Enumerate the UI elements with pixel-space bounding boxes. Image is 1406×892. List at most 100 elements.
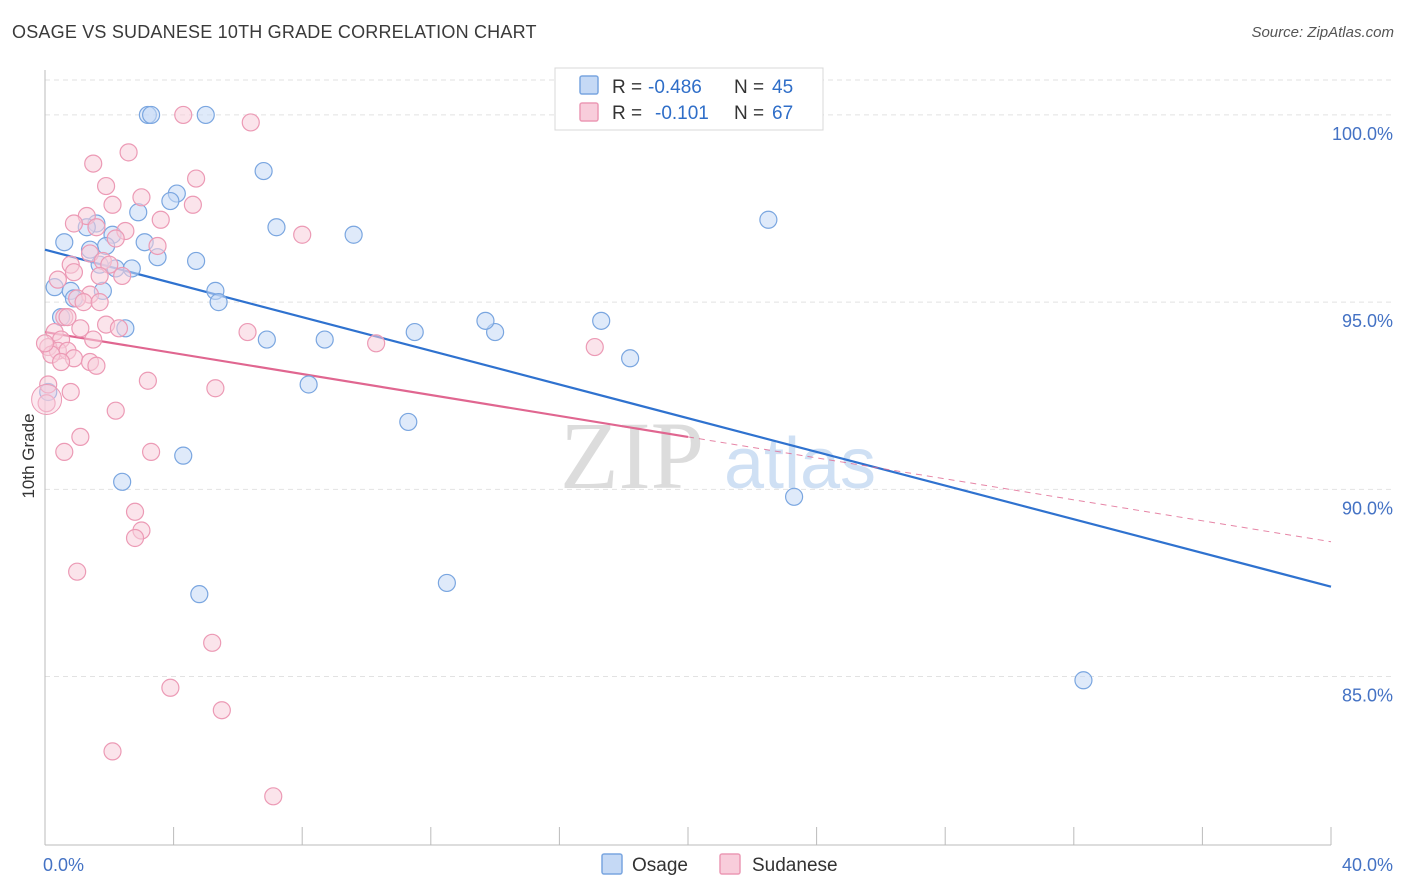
osage-point (257, 330, 276, 349)
x-tick-label: 0.0% (43, 855, 84, 875)
osage-point (399, 412, 418, 432)
sudanese-point (84, 154, 103, 173)
osage-point (161, 191, 180, 211)
osage-point (187, 251, 206, 271)
osage-point (315, 330, 334, 349)
sudanese-point (106, 229, 125, 248)
sudanese-point (238, 322, 257, 342)
gridlines (45, 79, 1392, 678)
sudanese-trend-line (44, 330, 689, 438)
legend-n-value-osage: 45 (772, 77, 793, 98)
sudanese-point (585, 337, 604, 357)
sudanese-point (64, 263, 84, 282)
sudanese-point (61, 382, 80, 402)
sudanese-point (84, 330, 103, 349)
sudanese-point (87, 356, 106, 375)
sudanese-point (119, 143, 138, 162)
sudanese-point (367, 334, 386, 353)
osage-point (129, 203, 148, 222)
sudanese-point (103, 742, 122, 761)
x-tick-label: 40.0% (1342, 855, 1393, 875)
sudanese-point (87, 218, 106, 237)
y-axis-title: 10th Grade (19, 413, 38, 498)
sudanese-point (174, 105, 193, 125)
sudanese-point (206, 379, 225, 398)
sudanese-point (151, 210, 170, 229)
sudanese-point (71, 319, 90, 338)
sudanese-point (90, 266, 109, 286)
sudanese-point (125, 528, 145, 548)
legend-r-value-sudanese: -0.101 (655, 103, 709, 124)
legend-r-value-osage: -0.486 (648, 77, 702, 98)
sudanese-point (71, 427, 90, 447)
sudanese-point (241, 113, 260, 132)
sudanese-point (109, 319, 129, 338)
osage-point (759, 210, 778, 229)
sudanese-point (203, 633, 222, 652)
source-label: Source: ZipAtlas.com (1251, 24, 1394, 41)
axes (44, 70, 1332, 846)
osage-point (190, 585, 209, 604)
sudanese-point (212, 701, 231, 720)
tick-labels: 100.0% 95.0% 90.0% 85.0% 0.0% 40.0% (43, 124, 1393, 875)
osage-point (437, 573, 456, 593)
series-legend: Osage Sudanese (601, 853, 838, 876)
legend-n-value-sudanese: 67 (772, 103, 793, 124)
sudanese-point (74, 293, 93, 312)
osage-point (174, 446, 193, 465)
bottom-legend-swatch-osage (601, 853, 623, 875)
sudanese-point (90, 293, 109, 312)
sudanese-point (68, 562, 87, 581)
bottom-legend-label-osage: Osage (632, 855, 688, 876)
sudanese-point (96, 176, 116, 196)
y-tick-label: 100.0% (1332, 124, 1393, 144)
osage-point (209, 293, 228, 312)
chart-title: OSAGE VS SUDANESE 10TH GRADE CORRELATION… (12, 22, 537, 42)
legend-r-label-sudanese: R = (612, 103, 642, 124)
y-tick-label: 85.0% (1342, 686, 1393, 706)
sudanese-point (183, 195, 202, 214)
legend-n-label-osage: N = (734, 77, 764, 98)
osage-point (784, 487, 804, 506)
bottom-legend-label-sudanese: Sudanese (752, 855, 838, 876)
sudanese-point (31, 383, 63, 415)
sudanese-point (64, 214, 84, 233)
osage-point (299, 375, 318, 394)
watermark-zip: ZIP (560, 402, 704, 509)
watermark: ZIP atlas (560, 402, 876, 509)
sudanese-point (35, 334, 55, 353)
sudanese-trend-line-extension (687, 436, 1332, 543)
legend-swatch-osage (579, 75, 599, 95)
osage-point (621, 349, 640, 368)
legend-r-label-osage: R = (612, 77, 642, 98)
sudanese-point (132, 188, 151, 207)
sudanese-point (187, 169, 206, 188)
osage-point (405, 322, 424, 342)
sudanese-point (37, 394, 56, 413)
osage-point (267, 218, 286, 237)
sudanese-point (55, 442, 74, 461)
osage-point (141, 105, 161, 125)
osage-point (113, 472, 132, 491)
osage-point (254, 161, 273, 181)
osage-point (476, 311, 495, 330)
trend-lines (44, 248, 1332, 588)
osage-point (592, 311, 611, 330)
y-tick-label: 90.0% (1342, 498, 1393, 518)
sudanese-point (113, 266, 132, 286)
osage-trend-line (44, 248, 1332, 588)
sudanese-point (58, 308, 77, 327)
sudanese-point (138, 371, 157, 390)
sudanese-point (51, 352, 71, 372)
osage-point (344, 225, 363, 244)
correlation-legend: R = -0.486 N = 45 R = -0.101 N = 67 (554, 67, 824, 131)
bottom-legend-swatch-sudanese (719, 853, 741, 875)
osage-point (55, 233, 74, 252)
osage-point (1074, 671, 1093, 690)
data-points (31, 105, 1093, 806)
osage-point (196, 105, 215, 125)
sudanese-point (125, 502, 145, 521)
sudanese-point (148, 236, 167, 256)
y-tick-label: 95.0% (1342, 311, 1393, 331)
sudanese-point (264, 787, 283, 806)
